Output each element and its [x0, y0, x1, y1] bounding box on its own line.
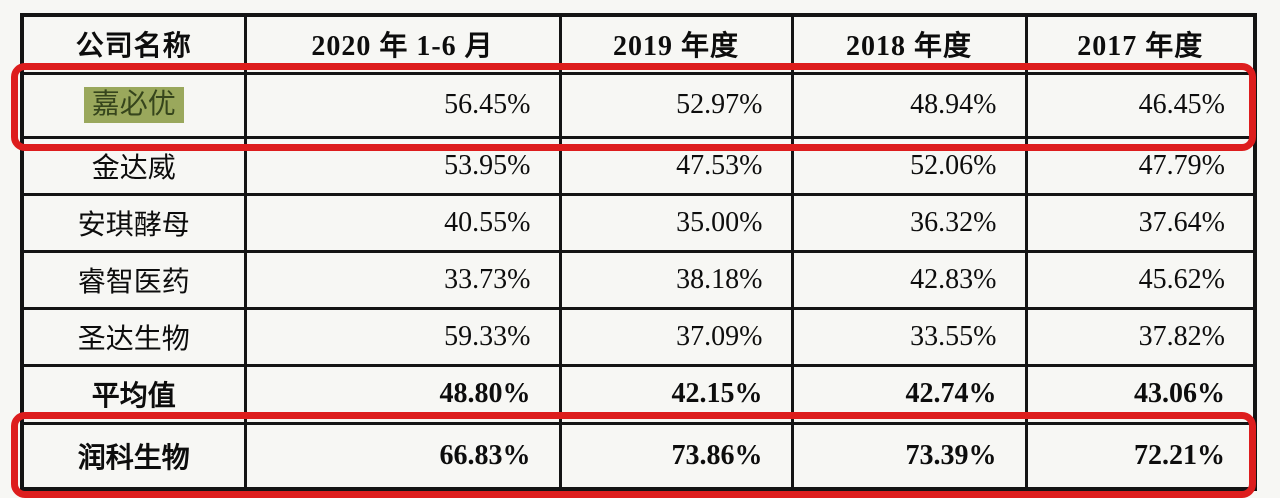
value-cell: 48.94% — [790, 71, 1028, 139]
value-cell: 59.33% — [243, 306, 562, 367]
table-row-angel-yeast: 安琪酵母 40.55% 35.00% 36.32% 37.64% — [20, 192, 1257, 253]
table-row-average: 平均值 48.80% 42.15% 42.74% 43.06% — [20, 363, 1257, 425]
company-name-cell: 睿智医药 — [20, 249, 247, 310]
value-cell: 52.97% — [558, 71, 794, 139]
company-name-cell: 金达威 — [20, 135, 247, 196]
value-cell: 52.06% — [790, 135, 1028, 196]
value-cell: 56.45% — [243, 71, 562, 139]
value-cell: 42.15% — [558, 363, 794, 425]
value-cell: 48.80% — [243, 363, 562, 425]
company-name-cell: 安琪酵母 — [20, 192, 247, 253]
value-cell: 36.32% — [790, 192, 1028, 253]
value-cell: 47.79% — [1024, 135, 1257, 196]
table-row-ruizhi-pharma: 睿智医药 33.73% 38.18% 42.83% 45.62% — [20, 249, 1257, 310]
gross-margin-table-wrap: 公司名称 2020 年 1-6 月 2019 年度 2018 年度 2017 年… — [11, 13, 1257, 498]
value-cell: 47.53% — [558, 135, 794, 196]
col-header-2020-h1: 2020 年 1-6 月 — [243, 13, 562, 75]
value-cell: 38.18% — [558, 249, 794, 310]
col-header-company-name: 公司名称 — [20, 13, 247, 75]
col-header-2018: 2018 年度 — [790, 13, 1028, 75]
table-row-kingdomway: 金达威 53.95% 47.53% 52.06% 47.79% — [20, 135, 1257, 196]
company-name-cell: 嘉必优 — [20, 71, 247, 139]
value-cell: 46.45% — [1024, 71, 1257, 139]
value-cell: 35.00% — [558, 192, 794, 253]
value-cell: 66.83% — [243, 421, 562, 491]
value-cell: 45.62% — [1024, 249, 1257, 310]
value-cell: 53.95% — [243, 135, 562, 196]
average-label-cell: 平均值 — [20, 363, 247, 425]
col-header-2017: 2017 年度 — [1024, 13, 1257, 75]
value-cell: 33.73% — [243, 249, 562, 310]
value-cell: 37.64% — [1024, 192, 1257, 253]
col-header-2019: 2019 年度 — [558, 13, 794, 75]
value-cell: 73.86% — [558, 421, 794, 491]
value-cell: 33.55% — [790, 306, 1028, 367]
header-row: 公司名称 2020 年 1-6 月 2019 年度 2018 年度 2017 年… — [20, 13, 1257, 75]
company-name-cell: 润科生物 — [20, 421, 247, 491]
value-cell: 37.09% — [558, 306, 794, 367]
value-cell: 43.06% — [1024, 363, 1257, 425]
table-row-shengda-bio: 圣达生物 59.33% 37.09% 33.55% 37.82% — [20, 306, 1257, 367]
gross-margin-comparison-table: 公司名称 2020 年 1-6 月 2019 年度 2018 年度 2017 年… — [20, 13, 1257, 491]
company-name-cell: 圣达生物 — [20, 306, 247, 367]
value-cell: 73.39% — [790, 421, 1028, 491]
table-row-cabio: 嘉必优 56.45% 52.97% 48.94% 46.45% — [20, 71, 1257, 139]
table-row-runke-bio: 润科生物 66.83% 73.86% 73.39% 72.21% — [20, 421, 1257, 491]
company-name-highlight: 嘉必优 — [83, 87, 184, 123]
value-cell: 72.21% — [1024, 421, 1257, 491]
value-cell: 42.83% — [790, 249, 1028, 310]
value-cell: 42.74% — [790, 363, 1028, 425]
value-cell: 40.55% — [243, 192, 562, 253]
value-cell: 37.82% — [1024, 306, 1257, 367]
